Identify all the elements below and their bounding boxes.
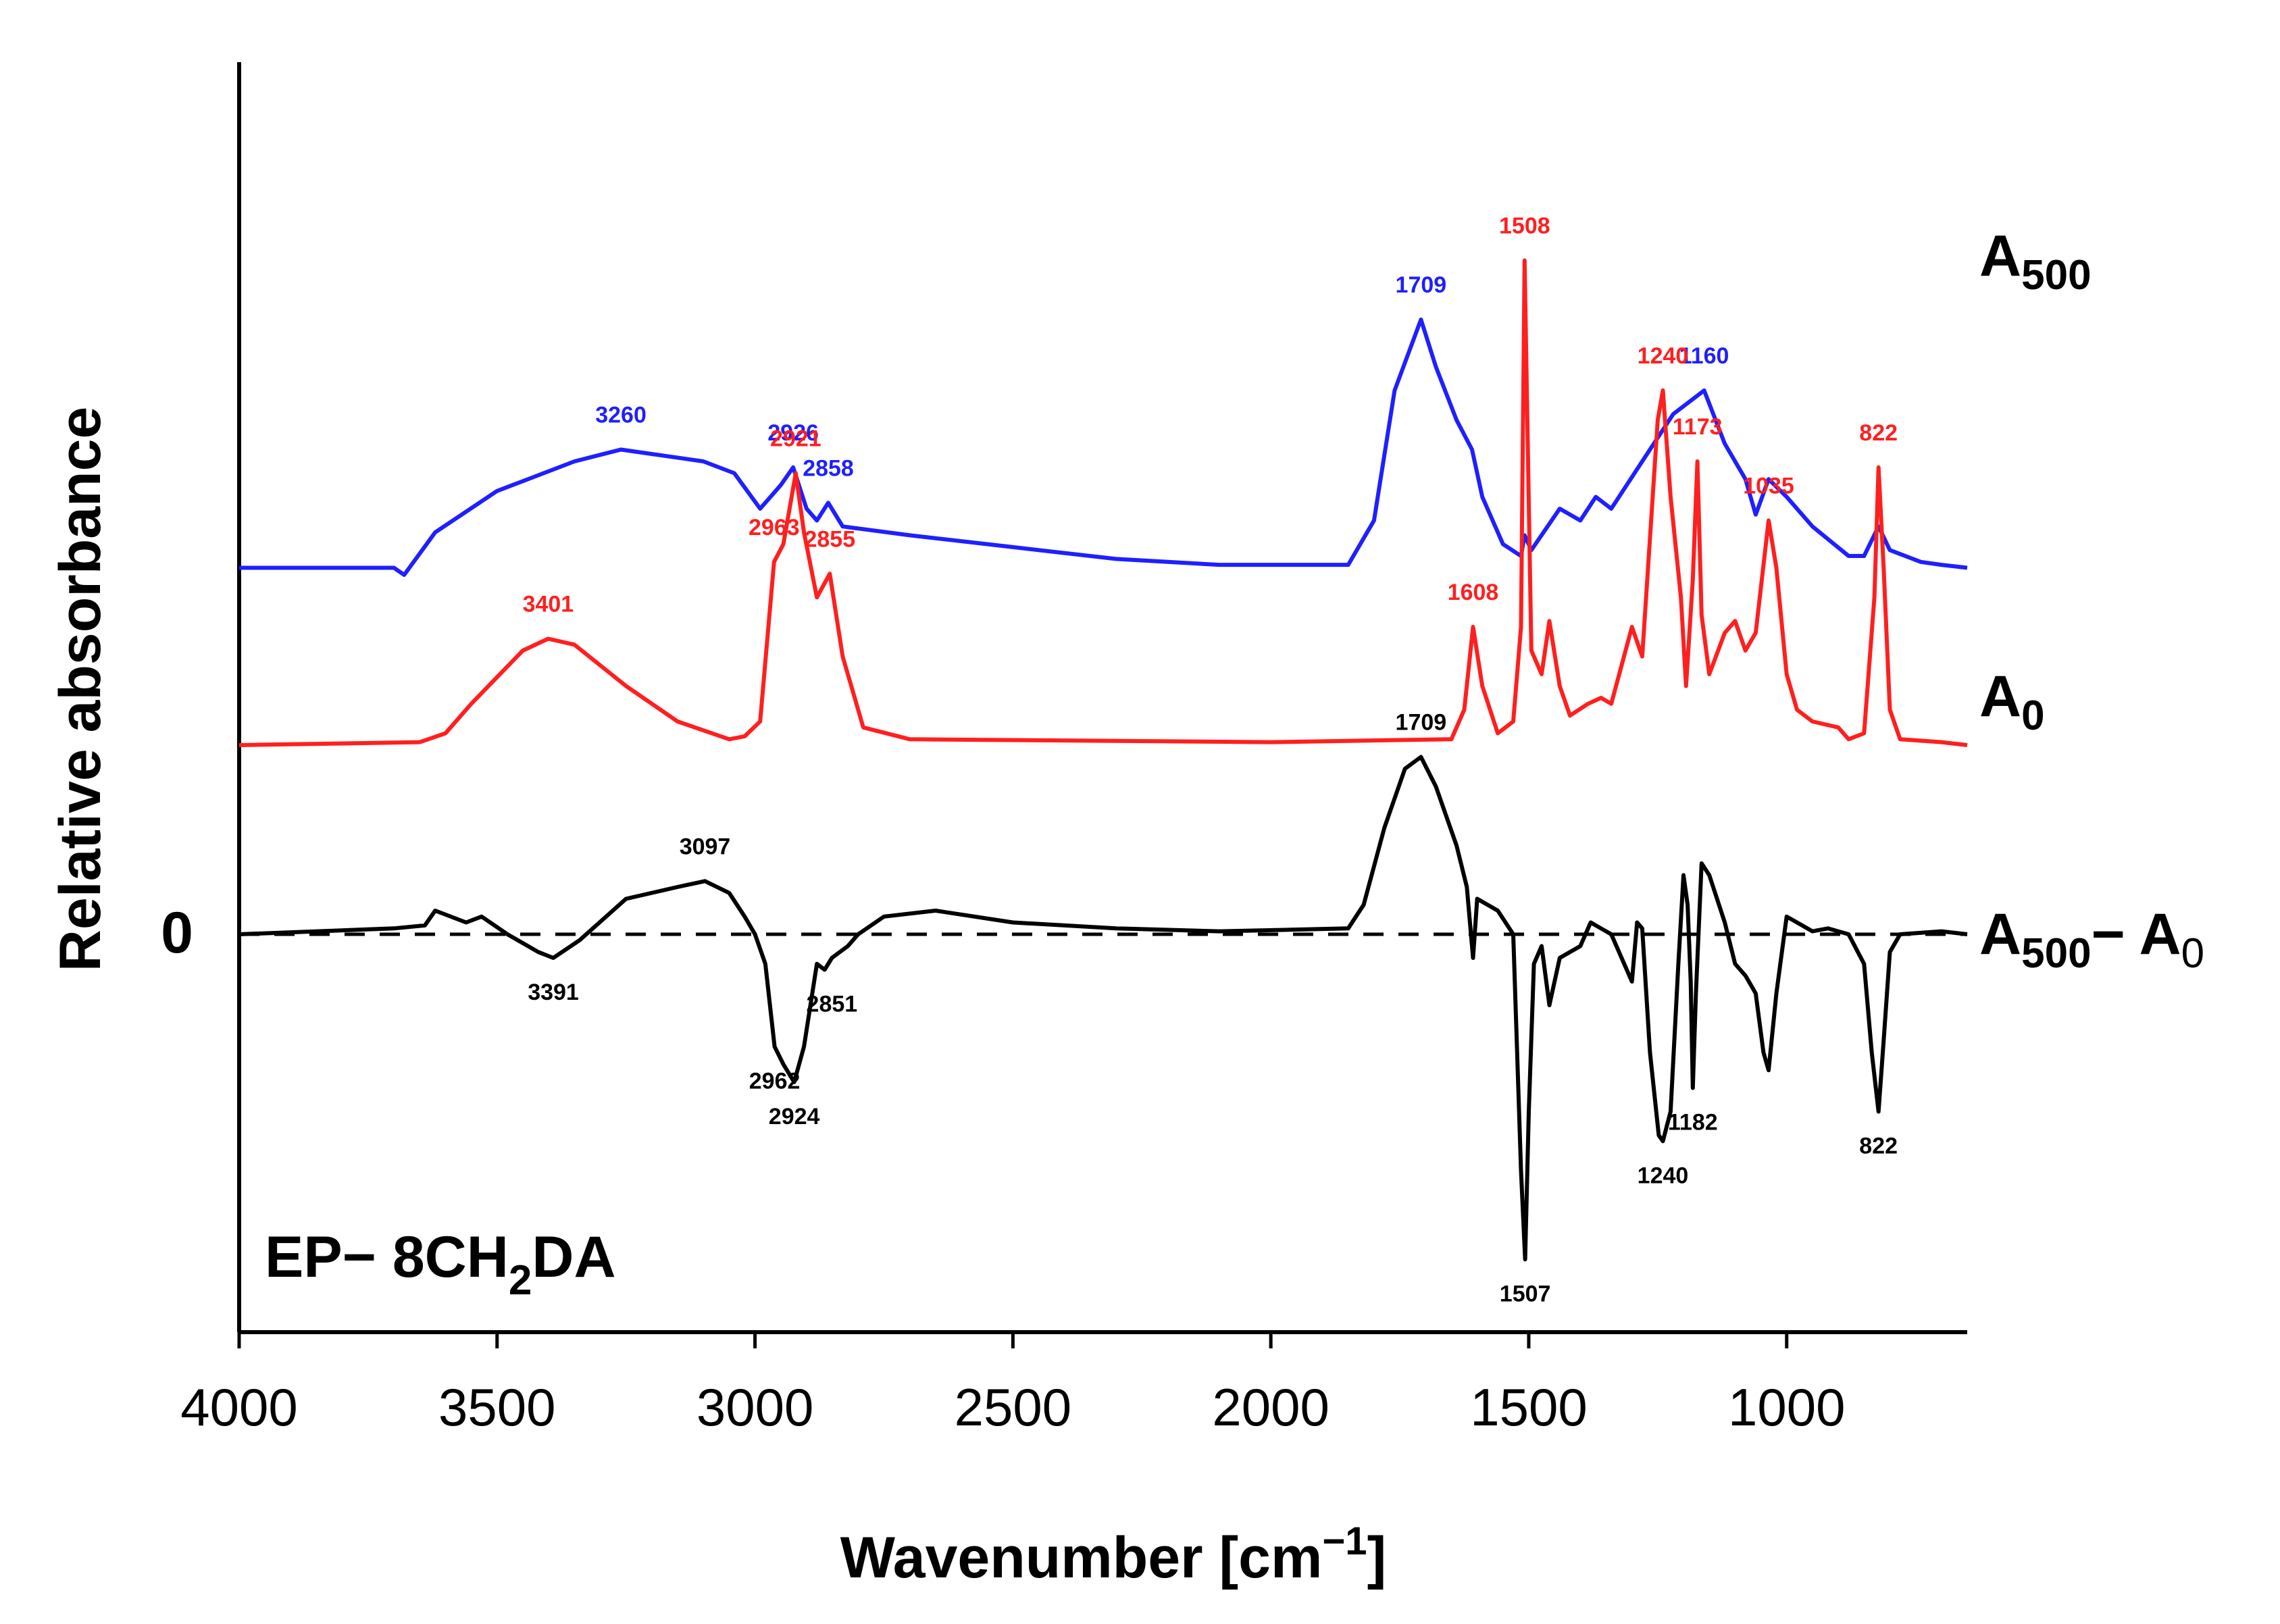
axes: 4000 3500 3000 2500 2000 1500 1000	[180, 62, 1967, 1437]
peak-label-A0: 1173	[1673, 414, 1723, 440]
x-tick-label: 3000	[696, 1377, 814, 1437]
series-name-a0: A0	[1979, 664, 2045, 739]
x-ticks: 4000 3500 3000 2500 2000 1500 1000	[180, 1332, 1846, 1437]
peak-label-A500: 3260	[595, 403, 647, 428]
x-tick-label: 1500	[1470, 1377, 1588, 1437]
peak-label-A0: 1608	[1448, 580, 1499, 605]
series-line-A500	[239, 318, 1968, 577]
peak-label-A500: 1160	[1679, 343, 1729, 369]
peak-label-diff: 3391	[528, 980, 579, 1005]
peak-label-diff: 1507	[1500, 1281, 1551, 1306]
peak-label-A0: 1508	[1499, 213, 1550, 239]
x-tick-label: 2500	[955, 1377, 1072, 1437]
series-name-a500: A500	[1979, 224, 2092, 299]
x-tick-label: 4000	[180, 1377, 298, 1437]
peak-labels: 3260 2926 2858 1709 1160 3401 2963 2921 2855 1608…	[523, 213, 1898, 1307]
peak-label-A0: 2921	[770, 426, 821, 452]
zero-label: 0	[161, 900, 193, 965]
x-tick-label: 1000	[1728, 1377, 1846, 1437]
peak-label-A0: 1240	[1638, 343, 1689, 369]
peak-label-A500: 2858	[803, 455, 854, 481]
x-tick-label: 2000	[1212, 1377, 1329, 1437]
peak-label-diff: 1182	[1668, 1110, 1718, 1136]
series-line-diff	[238, 755, 1968, 1262]
peak-label-A500: 2926	[767, 420, 819, 446]
sample-label: EP− 8CH2DA	[265, 1225, 616, 1304]
peak-label-A0: 1035	[1743, 474, 1794, 499]
peak-label-diff: 1709	[1396, 710, 1447, 736]
series-name-diff: A500− A0	[1979, 902, 2204, 977]
peak-label-diff: 3097	[680, 834, 731, 859]
peak-label-diff: 2962	[749, 1068, 801, 1094]
peak-label-diff: 2924	[769, 1104, 820, 1130]
series-line-A0	[238, 258, 1968, 747]
peak-label-A0: 2963	[749, 515, 800, 540]
peak-label-diff: 1240	[1638, 1163, 1689, 1188]
peak-label-diff: 2851	[807, 992, 858, 1017]
x-axis-title: Wavenumber [cm−1]	[840, 1519, 1386, 1590]
peak-label-A0: 3401	[523, 592, 574, 617]
peak-label-A0: 822	[1859, 420, 1898, 446]
peak-label-A0: 2855	[804, 526, 855, 552]
series-layer	[238, 258, 1968, 1262]
series-names: A500 A0 A500− A0	[1979, 224, 2204, 977]
peak-label-A500: 1709	[1396, 272, 1447, 298]
peak-label-diff: 822	[1859, 1134, 1898, 1159]
x-tick-label: 3500	[438, 1377, 556, 1437]
y-axis-title: Relative absorbance	[48, 407, 113, 971]
